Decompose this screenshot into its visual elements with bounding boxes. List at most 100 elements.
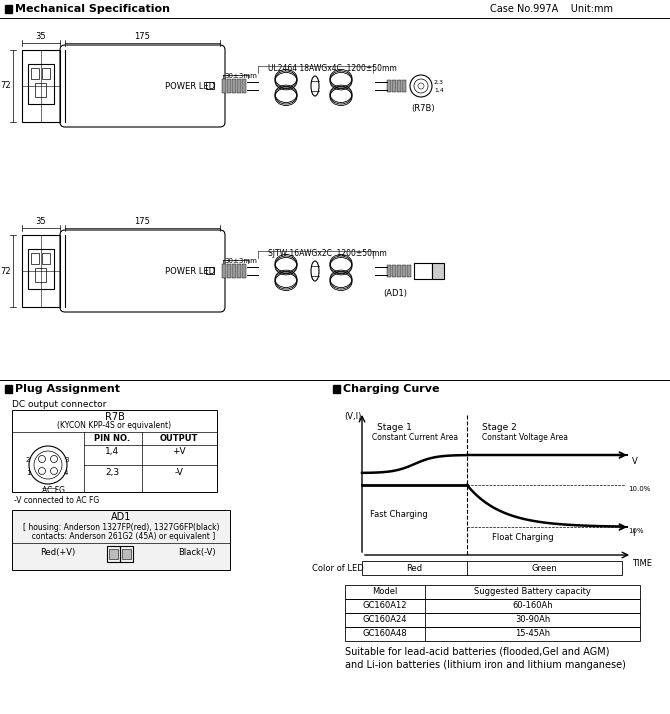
Text: GC160A48: GC160A48 [362, 629, 407, 638]
Bar [120, 546, 133, 562]
Text: 35: 35 [36, 217, 46, 226]
Bar [227, 264, 231, 278]
Text: Model: Model [373, 587, 398, 596]
Bar [345, 613, 640, 627]
Bar [414, 263, 432, 279]
Text: SJTW 16AWGx2C  1200±50mm: SJTW 16AWGx2C 1200±50mm [268, 249, 387, 258]
Bar [392, 265, 396, 277]
Text: Mechanical Specification: Mechanical Specification [15, 4, 170, 14]
Bar [22, 50, 60, 122]
Text: [ housing: Anderson 1327FP(red), 1327G6FP(black): [ housing: Anderson 1327FP(red), 1327G6F… [23, 523, 219, 532]
Bar [42, 253, 50, 264]
Text: Stage 2: Stage 2 [482, 423, 517, 432]
Bar [407, 265, 411, 277]
Text: 30±3mm: 30±3mm [224, 73, 257, 79]
Text: UL2464 18AWGx4C  1200±50mm: UL2464 18AWGx4C 1200±50mm [268, 64, 397, 73]
Text: 60-160Ah: 60-160Ah [512, 601, 553, 610]
Text: 72: 72 [1, 81, 11, 91]
Text: AC FG: AC FG [42, 486, 65, 495]
Bar [31, 68, 39, 79]
Bar [432, 263, 444, 279]
Bar [232, 79, 236, 93]
Text: 175: 175 [135, 217, 151, 226]
Text: AD1: AD1 [111, 512, 131, 522]
Bar [22, 235, 60, 307]
Text: Color of LED: Color of LED [312, 564, 364, 573]
Text: Constant Voltage Area: Constant Voltage Area [482, 433, 568, 442]
Bar [28, 249, 54, 289]
Text: 2: 2 [26, 457, 30, 463]
Bar [122, 549, 131, 559]
Text: 10%: 10% [628, 528, 644, 534]
Bar [242, 79, 246, 93]
Bar [31, 253, 39, 264]
Text: Constant Current Area: Constant Current Area [372, 433, 458, 442]
Text: POWER LED: POWER LED [165, 267, 215, 276]
Text: I: I [632, 529, 634, 538]
Bar [5, 5, 12, 13]
Bar [107, 546, 120, 562]
Bar [397, 80, 401, 92]
Text: 72: 72 [1, 266, 11, 276]
Text: Black(-V): Black(-V) [178, 548, 216, 557]
Bar [12, 410, 217, 492]
Bar [5, 385, 12, 393]
Text: and Li-ion batteries (lithium iron and lithium manganese): and Li-ion batteries (lithium iron and l… [345, 660, 626, 670]
Bar [345, 599, 640, 613]
Text: 3: 3 [64, 457, 68, 463]
Text: (KYCON KPP-4S or equivalent): (KYCON KPP-4S or equivalent) [58, 421, 172, 430]
Text: Red: Red [407, 564, 423, 573]
Text: contacts: Anderson 261G2 (45A) or equivalent ]: contacts: Anderson 261G2 (45A) or equiva… [27, 532, 215, 541]
Text: Charging Curve: Charging Curve [343, 384, 440, 394]
Text: Fast Charging: Fast Charging [370, 510, 427, 519]
Bar [362, 561, 622, 575]
Bar [242, 264, 246, 278]
Bar [237, 79, 241, 93]
Text: PIN NO.: PIN NO. [94, 434, 130, 443]
Text: GC160A12: GC160A12 [362, 601, 407, 610]
Text: POWER LED: POWER LED [165, 82, 215, 91]
Bar [232, 264, 236, 278]
Text: 2,3: 2,3 [105, 468, 119, 477]
Text: 30-90Ah: 30-90Ah [515, 615, 550, 624]
Bar [222, 79, 226, 93]
Bar [345, 627, 640, 641]
Text: -V connected to AC FG: -V connected to AC FG [14, 496, 99, 505]
Bar [206, 267, 214, 274]
Text: 1,4: 1,4 [434, 88, 444, 93]
Text: Suggested Battery capacity: Suggested Battery capacity [474, 587, 591, 596]
Text: OUTPUT: OUTPUT [160, 434, 198, 443]
Ellipse shape [311, 261, 319, 281]
Text: Stage 1: Stage 1 [377, 423, 412, 432]
Bar [402, 265, 406, 277]
Text: Case No.997A    Unit:mm: Case No.997A Unit:mm [490, 4, 613, 14]
Text: DC output connector: DC output connector [12, 400, 107, 409]
Text: 1: 1 [26, 470, 31, 476]
Bar [12, 510, 230, 570]
Bar [392, 80, 396, 92]
Text: 15-45Ah: 15-45Ah [515, 629, 550, 638]
Bar [35, 83, 46, 97]
Text: 4: 4 [64, 470, 68, 476]
Bar [109, 549, 118, 559]
Text: 30±3mm: 30±3mm [224, 258, 257, 264]
Text: 1,4: 1,4 [105, 447, 119, 456]
Text: 10.0%: 10.0% [628, 486, 651, 492]
Text: 175: 175 [135, 32, 151, 41]
Bar [237, 264, 241, 278]
Text: +V: +V [172, 447, 186, 456]
Bar [387, 265, 391, 277]
Bar [345, 585, 640, 599]
Bar [35, 268, 46, 282]
Bar [227, 79, 231, 93]
Text: (AD1): (AD1) [383, 289, 407, 298]
Bar [387, 80, 391, 92]
Bar [222, 264, 226, 278]
Text: Float Charging: Float Charging [492, 533, 553, 542]
Text: GC160A24: GC160A24 [362, 615, 407, 624]
Ellipse shape [311, 76, 319, 96]
Bar [402, 80, 406, 92]
Bar [28, 64, 54, 104]
Bar [206, 82, 214, 89]
Text: (V,I): (V,I) [344, 412, 361, 421]
